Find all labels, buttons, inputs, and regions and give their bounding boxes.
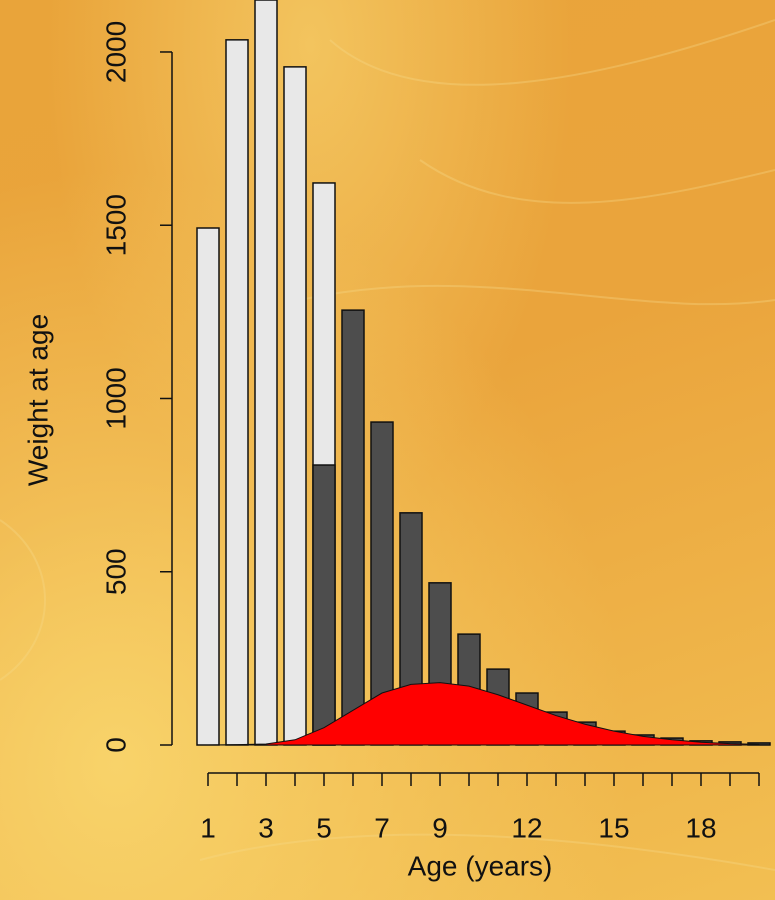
- y-tick-label: 500: [100, 548, 131, 595]
- x-tick-label: 18: [685, 812, 716, 843]
- y-axis-title: Weight at age: [22, 314, 53, 486]
- page: {"chart_data": {"type": "bar", "y_label"…: [0, 0, 775, 900]
- x-axis-title: Age (years): [408, 850, 553, 881]
- bar: [313, 465, 335, 745]
- bar: [342, 310, 364, 745]
- bar: [226, 40, 248, 745]
- x-tick-label: 3: [258, 812, 274, 843]
- y-tick-label: 0: [100, 737, 131, 753]
- y-tick-label: 1000: [100, 367, 131, 429]
- x-tick-label: 12: [511, 812, 542, 843]
- bar: [284, 67, 306, 745]
- x-tick-label: 7: [374, 812, 390, 843]
- y-tick-label: 2000: [100, 21, 131, 83]
- x-tick-label: 9: [432, 812, 448, 843]
- chart: Weight at age Age (years) 0 500 1000 1500 20…: [0, 0, 775, 900]
- x-tick-label: 1: [200, 812, 216, 843]
- x-tick-label: 5: [316, 812, 332, 843]
- x-tick-label: 15: [598, 812, 629, 843]
- bar: [255, 0, 277, 745]
- bar: [197, 228, 219, 745]
- y-tick-label: 1500: [100, 194, 131, 256]
